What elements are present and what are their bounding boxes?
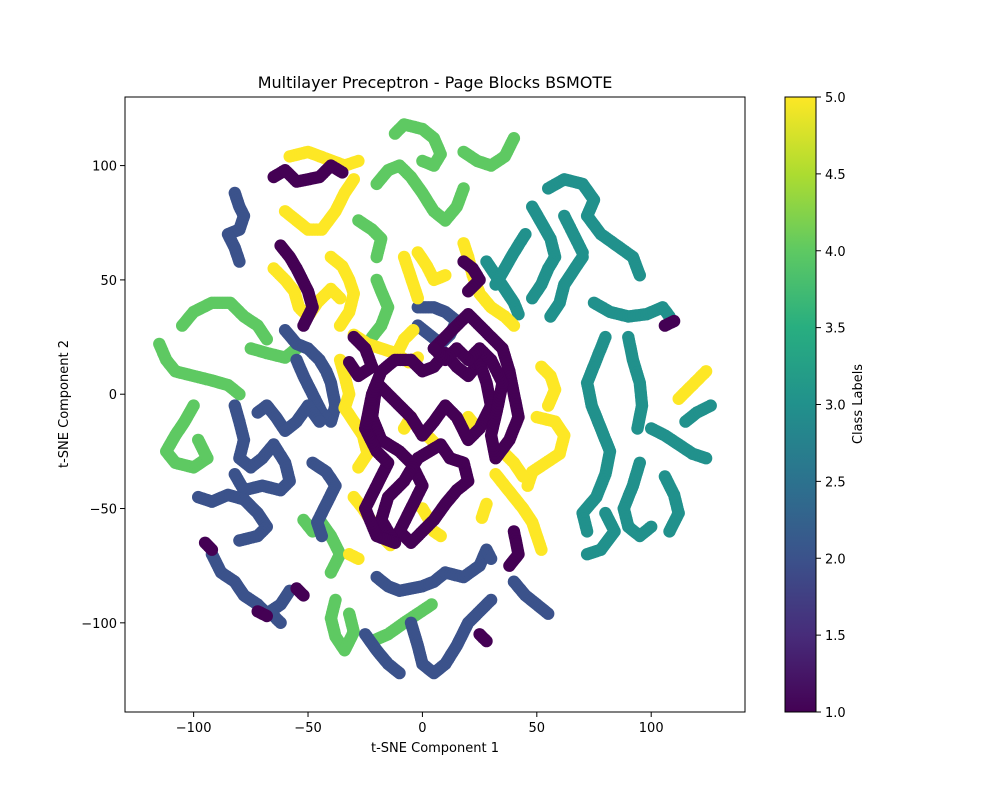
y-tick-label: −50 xyxy=(90,503,117,518)
scatter-point xyxy=(425,598,438,611)
scatter-point xyxy=(658,319,672,332)
scatter-point xyxy=(343,356,356,369)
colorbar: 1.0 1.5 2.0 2.5 3.0 3.5 4.0 4.5 5.0 Class Labels xyxy=(784,91,866,721)
colorbar-tick-label: 1.0 xyxy=(825,706,846,721)
colorbar-ticks: 1.0 1.5 2.0 2.5 3.0 3.5 4.0 4.5 5.0 xyxy=(816,91,846,721)
scatter-point xyxy=(336,166,349,179)
scatter-point xyxy=(397,422,411,435)
scatter-point xyxy=(228,468,241,481)
scatter-point xyxy=(233,534,246,547)
scatter-point xyxy=(333,292,347,305)
colorbar-gradient xyxy=(784,96,817,713)
plot-frame xyxy=(124,96,746,713)
scatter-point xyxy=(439,269,452,282)
scatter-point xyxy=(484,552,498,565)
y-tick-label: 50 xyxy=(100,274,117,289)
x-axis-label: t-SNE Component 1 xyxy=(371,741,499,756)
colorbar-tick-label: 2.5 xyxy=(825,475,846,490)
x-axis: −100 −50 0 50 100 xyxy=(176,712,664,736)
scatter-point xyxy=(192,433,205,447)
scatter-point xyxy=(576,246,589,259)
scatter-point xyxy=(313,415,326,428)
scatter-point xyxy=(704,399,717,412)
scatter-point xyxy=(699,452,713,465)
scatter-point xyxy=(475,511,489,524)
scatter-point xyxy=(526,292,539,305)
scatter-point xyxy=(580,525,594,538)
scatter-point xyxy=(507,132,521,145)
scatter-point xyxy=(352,461,365,474)
colorbar-tick-label: 3.0 xyxy=(825,399,846,414)
scatter-point xyxy=(507,319,521,332)
x-tick-label: 50 xyxy=(529,721,546,736)
plot-area xyxy=(124,96,746,713)
scatter-point xyxy=(411,292,424,305)
x-tick-label: −100 xyxy=(176,721,212,736)
scatter-point xyxy=(333,319,347,332)
scatter-point xyxy=(645,520,658,533)
scatter-point xyxy=(457,182,470,195)
scatter-point xyxy=(503,559,516,572)
scatter-point xyxy=(297,589,310,602)
scatter-point xyxy=(404,353,418,367)
colorbar-tick-label: 4.5 xyxy=(825,168,846,183)
scatter-point xyxy=(544,310,557,323)
scatter-point xyxy=(315,529,328,543)
scatter-point xyxy=(699,365,713,378)
scatter-point xyxy=(516,470,530,483)
scatter-point xyxy=(521,479,534,492)
scatter-point xyxy=(542,607,555,620)
x-tick-label: −50 xyxy=(294,721,321,736)
scatter-point xyxy=(631,422,644,435)
colorbar-tick-label: 3.5 xyxy=(825,322,846,337)
colorbar-tick-label: 2.0 xyxy=(825,552,846,567)
scatter-point xyxy=(480,634,493,648)
y-axis-label: t-SNE Component 2 xyxy=(57,340,72,468)
scatter-point xyxy=(542,399,555,412)
y-tick-label: 100 xyxy=(92,160,117,175)
y-tick-label: 0 xyxy=(109,388,117,403)
scatter-point xyxy=(512,308,525,321)
chart-title: Multilayer Preceptron - Page Blocks BSMO… xyxy=(258,73,613,92)
scatter-point xyxy=(370,250,383,264)
scatter-point xyxy=(427,342,441,355)
scatter-point xyxy=(535,543,548,556)
scatter-point xyxy=(416,154,429,168)
scatter-point xyxy=(434,529,447,543)
scatter-point xyxy=(599,506,612,520)
scatter-point xyxy=(260,333,273,346)
scatter-points xyxy=(153,118,717,680)
colorbar-tick-label: 5.0 xyxy=(825,91,846,106)
x-tick-label: 0 xyxy=(418,721,426,736)
colorbar-label: Class Labels xyxy=(851,364,866,444)
scatter-point xyxy=(484,593,498,607)
scatter-point xyxy=(393,342,406,355)
y-tick-label: −100 xyxy=(81,617,117,632)
scatter-point xyxy=(462,285,475,298)
scatter-point xyxy=(290,353,303,367)
scatter-point xyxy=(347,173,360,186)
scatter-point xyxy=(663,525,676,538)
scatter-point xyxy=(393,666,406,680)
scatter-point xyxy=(324,566,338,579)
scatter-point xyxy=(343,548,356,561)
scatter-point xyxy=(633,269,646,282)
colorbar-tick-label: 1.5 xyxy=(825,629,846,644)
scatter-point xyxy=(233,255,246,268)
y-axis: −100 −50 0 50 100 xyxy=(81,160,125,632)
x-tick-label: 100 xyxy=(639,721,664,736)
scatter-point xyxy=(233,388,246,401)
scatter-point xyxy=(352,154,365,168)
scatter-point xyxy=(260,609,273,623)
colorbar-tick-label: 4.0 xyxy=(825,245,846,260)
scatter-point xyxy=(205,543,219,556)
scatter-point xyxy=(489,278,502,291)
scatter-point xyxy=(343,607,356,620)
scatter-point xyxy=(297,319,310,332)
